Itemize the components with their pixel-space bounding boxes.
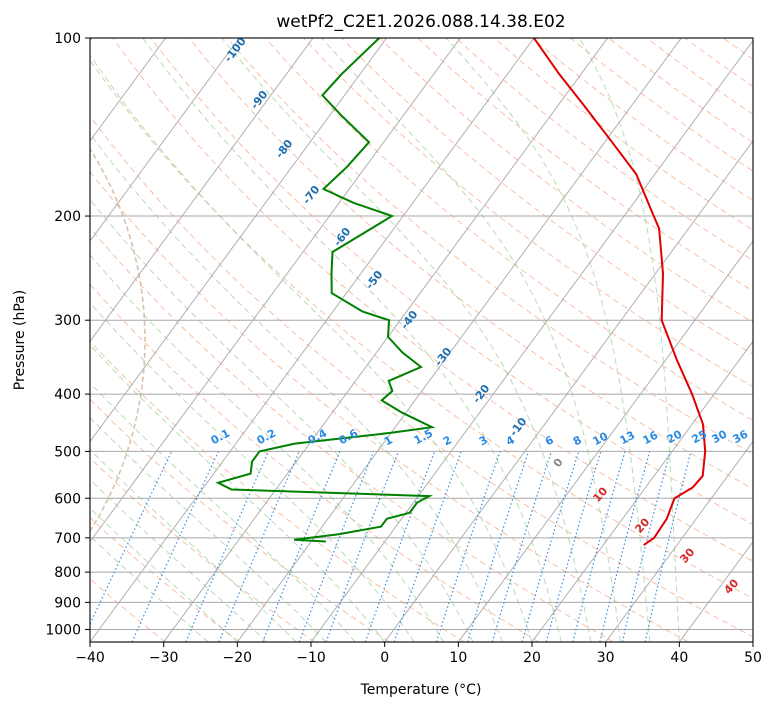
moist-adiabat-line <box>90 507 238 642</box>
plot-frame <box>89 37 754 643</box>
isotherm-line <box>90 38 240 242</box>
mixing-ratio-label: 30 <box>710 427 730 446</box>
dry-adiabat-line <box>90 170 689 642</box>
dry-adiabat-line <box>90 457 315 642</box>
temperature-profile-line <box>533 38 707 546</box>
isotherm-line <box>310 39 753 642</box>
moist-adiabat-line <box>90 133 503 642</box>
moist-adiabat-line <box>445 38 651 642</box>
plot-area <box>90 38 753 642</box>
mixing-ratio-line <box>521 451 580 642</box>
moist-adiabat-line <box>90 54 533 642</box>
mixing-ratio-line <box>599 451 651 642</box>
mixing-ratio-line <box>218 451 300 642</box>
moist-adiabat-line <box>578 38 680 642</box>
moist-adiabat-line <box>90 478 268 642</box>
dry-adiabat-line <box>379 38 753 323</box>
isotherm-line <box>605 440 753 642</box>
background-lines <box>90 38 753 642</box>
x-tick-label: −30 <box>149 650 179 666</box>
mixing-ratio-line <box>644 451 692 642</box>
x-tick-label: 10 <box>449 650 467 666</box>
mixing-ratio-line <box>393 451 462 642</box>
x-axis-title: Temperature (°C) <box>360 682 482 698</box>
mixing-ratio-line <box>262 451 341 642</box>
x-tick-label: −20 <box>223 650 253 666</box>
x-tick-label: 50 <box>744 650 762 666</box>
mixing-ratio-line <box>435 451 501 642</box>
dry-adiabat-line <box>417 38 753 292</box>
mixing-ratio-line <box>621 451 671 642</box>
moist-adiabat-line <box>221 38 592 642</box>
y-tick-label: 1000 <box>45 622 81 638</box>
sounding-profiles <box>215 38 707 546</box>
moist-adiabat-line <box>90 448 297 642</box>
moist-adiabat-line <box>142 38 562 642</box>
y-tick-label: 600 <box>54 491 81 507</box>
y-tick-label: 400 <box>54 387 81 403</box>
y-tick-label: 100 <box>54 31 81 47</box>
mixing-ratio-line <box>545 451 602 642</box>
moist-adiabat-line <box>90 416 327 642</box>
mixing-ratio-label: 25 <box>690 428 710 447</box>
mixing-ratio-line <box>466 451 530 642</box>
x-tick-label: −10 <box>296 650 326 666</box>
isotherm-line <box>90 38 387 443</box>
mixing-ratio-label: 36 <box>731 427 751 446</box>
isotherm-line <box>90 38 314 343</box>
moist-adiabat-line <box>90 344 386 642</box>
x-tick-label: 20 <box>523 650 541 666</box>
mixing-ratio-label: 20 <box>665 427 685 446</box>
dry-adiabat-line <box>150 38 753 526</box>
mixing-ratio-line <box>364 451 436 642</box>
mixing-ratio-line <box>572 451 626 642</box>
moist-adiabat-line <box>90 301 415 642</box>
isotherm-line <box>163 38 608 642</box>
dry-adiabat-line <box>188 38 753 490</box>
dry-adiabat-line <box>226 38 753 455</box>
x-tick-label: −40 <box>75 650 105 666</box>
isotherm-line <box>90 38 166 142</box>
mixing-ratio-label: 13 <box>618 429 638 448</box>
moist-adiabat-line <box>90 535 209 642</box>
chart-title: wetPf2_C2E1.2026.088.14.38.E02 <box>276 12 565 32</box>
y-tick-label: 200 <box>54 209 81 225</box>
moist-adiabat-line <box>90 382 356 642</box>
y-axis-title: Pressure (hPa) <box>12 290 28 390</box>
isotherm-line <box>384 140 753 642</box>
y-tick-label: 700 <box>54 531 81 547</box>
dry-adiabat-line <box>265 38 753 421</box>
mixing-ratio-line <box>491 451 552 642</box>
dewpoint-profile-line <box>215 38 436 543</box>
y-tick-label: 500 <box>54 444 81 460</box>
moist-adiabat-line <box>90 254 445 642</box>
axes: −40 −30 −20 −10 0 10 20 30 40 50 100 200 300 400 500 60… <box>45 31 762 666</box>
dry-adiabat-line <box>90 227 614 642</box>
x-tick-label: 30 <box>597 650 615 666</box>
y-tick-label: 300 <box>54 313 81 329</box>
y-tick-label: 800 <box>54 565 81 581</box>
reference-ring <box>90 147 146 533</box>
x-tick-label: 40 <box>670 650 688 666</box>
dry-adiabat-line <box>90 398 390 642</box>
mixing-ratio-line <box>298 451 375 642</box>
isotherm-line <box>531 340 753 642</box>
isotherm-line <box>457 240 753 642</box>
mixing-ratio-label: 16 <box>641 428 661 447</box>
moist-adiabat-line <box>321 38 621 642</box>
isotherm-line <box>90 38 535 642</box>
y-tick-label: 900 <box>54 595 81 611</box>
mixing-ratio-label: 10 <box>591 429 611 448</box>
x-tick-label: 0 <box>380 650 389 666</box>
mixing-ratio-line <box>185 451 270 642</box>
